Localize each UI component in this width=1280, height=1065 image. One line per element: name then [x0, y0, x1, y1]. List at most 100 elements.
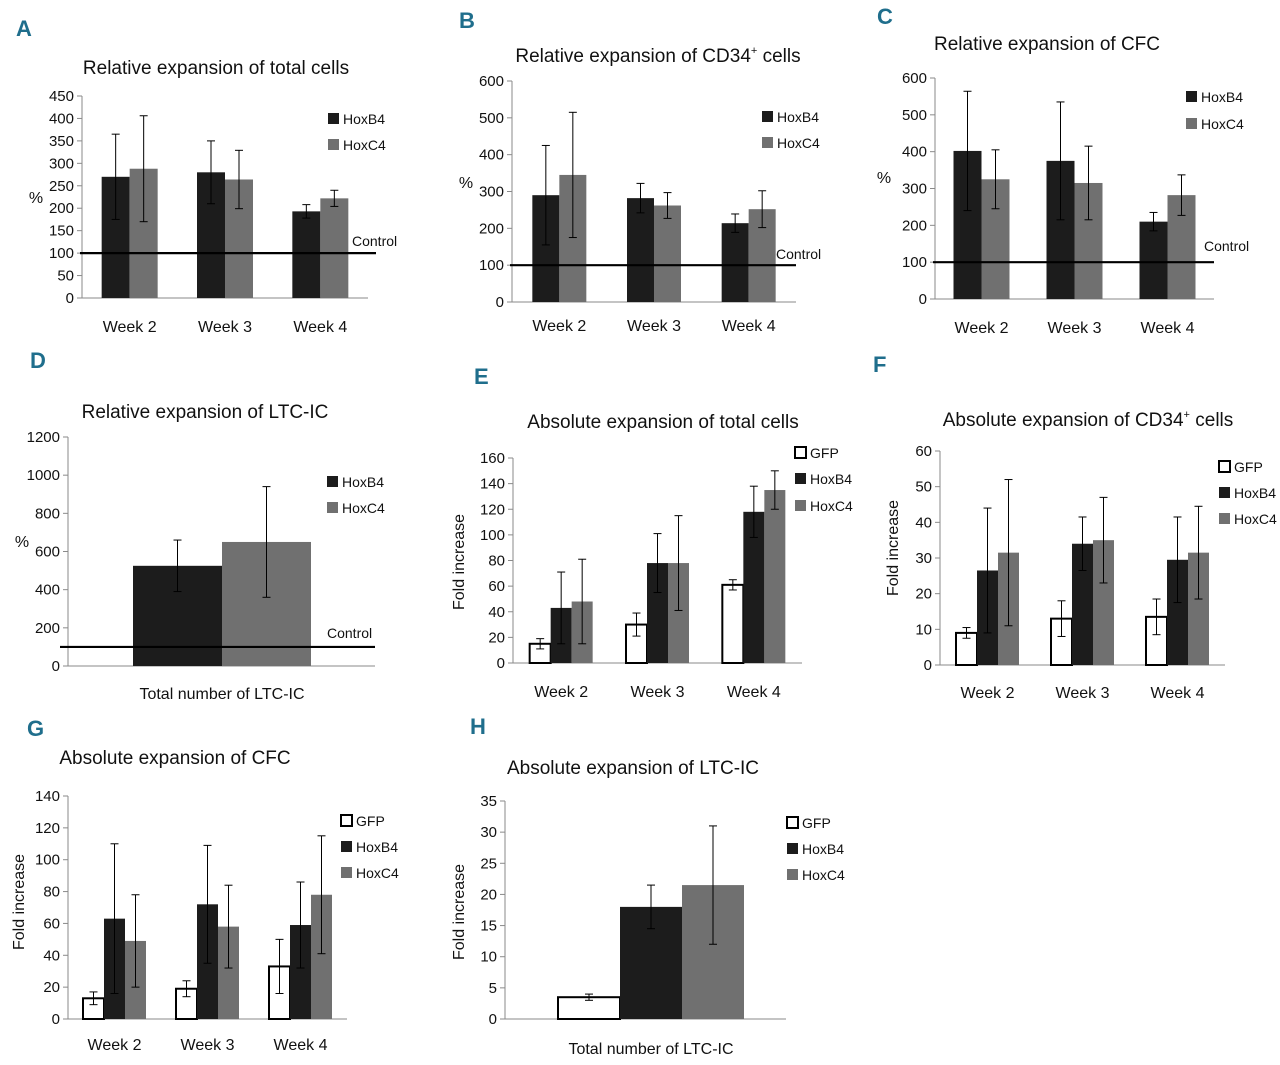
- y-tick-label: 0: [924, 657, 932, 674]
- y-axis-label: %: [29, 190, 43, 207]
- panel-g: G Absolute expansion of CFC 0 20 40 60 80 100 12…: [11, 716, 399, 1054]
- y-tick-label: 20: [480, 886, 497, 903]
- x-axis-label: Total number of LTC-IC: [568, 1041, 733, 1058]
- legend-label: HoxB4: [777, 109, 819, 125]
- control-label: Control: [352, 233, 397, 249]
- legend-swatch-hoxc4: [795, 500, 806, 511]
- legend-label: HoxC4: [356, 865, 399, 881]
- y-tick-label: 30: [480, 824, 497, 841]
- legend-swatch-hoxb4: [795, 473, 806, 484]
- bar-hoxb4: [290, 925, 311, 1019]
- x-tick-label: Week 2: [88, 1037, 142, 1054]
- legend-swatch-hoxc4: [1186, 118, 1197, 129]
- legend-swatch-hoxb4: [1219, 487, 1230, 498]
- y-tick-label: 600: [35, 544, 60, 561]
- y-tick-label: 300: [902, 181, 927, 198]
- y-tick-label: 35: [480, 793, 497, 810]
- x-tick-label: Week 2: [955, 320, 1009, 337]
- legend-label: GFP: [356, 813, 385, 829]
- legend-label: HoxB4: [802, 841, 844, 857]
- chart-title-suffix: cells: [757, 46, 800, 67]
- legend-swatch-hoxc4: [787, 869, 798, 880]
- y-tick-label: 400: [49, 110, 74, 127]
- y-tick-label: 800: [35, 505, 60, 522]
- bar-hoxc4: [311, 894, 332, 1019]
- legend-label: HoxB4: [810, 471, 852, 487]
- chart-title-main: Relative expansion of total cells: [83, 58, 349, 79]
- y-tick-label: 100: [480, 527, 505, 544]
- y-tick-label: 60: [915, 443, 932, 460]
- y-tick-label: 100: [35, 852, 60, 869]
- legend-swatch-gfp: [1218, 460, 1231, 473]
- y-tick-label: 100: [49, 245, 74, 262]
- legend-swatch-gfp: [794, 446, 807, 459]
- y-tick-label: 0: [919, 291, 927, 308]
- y-tick-label: 20: [43, 979, 60, 996]
- chart-title: Absolute expansion of CD34+ cells: [943, 409, 1234, 431]
- legend-swatch-hoxc4: [1219, 513, 1230, 524]
- y-tick-label: 0: [52, 1011, 60, 1028]
- x-tick-label: Week 4: [274, 1037, 328, 1054]
- y-tick-label: 40: [488, 604, 505, 621]
- y-tick-label: 60: [488, 578, 505, 595]
- x-tick-label: Week 2: [961, 685, 1015, 702]
- panel-letter: C: [877, 4, 893, 29]
- legend-label: HoxC4: [343, 137, 386, 153]
- chart-title-main: Relative expansion of CFC: [934, 34, 1160, 55]
- y-tick-label: 600: [902, 70, 927, 87]
- panel-d: D Relative expansion of LTC-IC 0 200 400 600 8…: [15, 348, 385, 703]
- y-tick-label: 0: [496, 294, 504, 311]
- legend-label: GFP: [802, 815, 831, 831]
- y-tick-label: 1200: [27, 429, 60, 446]
- y-tick-label: 140: [480, 476, 505, 493]
- panel-b: B Relative expansion of CD34+ cells 0 100 20…: [459, 8, 821, 335]
- x-tick-label: Week 4: [722, 318, 776, 335]
- y-tick-label: 10: [915, 621, 932, 638]
- x-tick-label: Week 3: [1048, 320, 1102, 337]
- x-tick-label: Week 4: [293, 319, 347, 336]
- x-tick-label: Week 3: [1056, 685, 1110, 702]
- y-axis-label: %: [15, 534, 29, 551]
- legend-swatch-hoxb4: [762, 111, 773, 122]
- y-axis-label: %: [459, 175, 473, 192]
- bar-hoxc4: [654, 205, 681, 302]
- panel-letter: H: [470, 714, 486, 739]
- y-tick-label: 20: [915, 586, 932, 603]
- y-tick-label: 200: [479, 220, 504, 237]
- panel-h: H Absolute expansion of LTC-IC 0 5 10 15 20 25 3…: [451, 714, 845, 1058]
- y-tick-label: 200: [902, 217, 927, 234]
- chart-title-main: Absolute expansion of LTC-IC: [507, 758, 759, 779]
- y-tick-label: 200: [49, 200, 74, 217]
- y-tick-label: 10: [480, 949, 497, 966]
- bar-hoxc4: [1188, 552, 1209, 665]
- bar-hoxb4: [627, 198, 654, 302]
- legend-label: HoxC4: [777, 135, 820, 151]
- bar-hoxc4: [320, 198, 349, 298]
- chart-title-main: Relative expansion of LTC-IC: [82, 402, 329, 423]
- y-tick-label: 30: [915, 550, 932, 567]
- legend-swatch-hoxc4: [762, 137, 773, 148]
- y-tick-label: 400: [902, 144, 927, 161]
- y-axis-label: %: [877, 170, 891, 187]
- panel-a: A Relative expansion of total cells 0 50 100…: [16, 16, 397, 336]
- legend-label: HoxC4: [1201, 116, 1244, 132]
- chart-title: Relative expansion of total cells: [83, 58, 349, 79]
- legend-swatch-hoxb4: [327, 476, 338, 487]
- chart-title-suffix: cells: [1190, 410, 1233, 431]
- legend-label: HoxC4: [802, 867, 845, 883]
- legend-swatch-hoxc4: [341, 867, 352, 878]
- legend-swatch-hoxc4: [328, 139, 339, 150]
- control-label: Control: [776, 246, 821, 262]
- chart-title: Relative expansion of CFC: [934, 34, 1160, 55]
- y-tick-label: 120: [35, 820, 60, 837]
- y-tick-label: 600: [479, 73, 504, 90]
- legend-swatch-hoxc4: [327, 502, 338, 513]
- bar-gfp: [721, 583, 745, 664]
- y-tick-label: 150: [49, 223, 74, 240]
- legend-swatch-gfp: [786, 816, 799, 829]
- y-tick-label: 40: [43, 947, 60, 964]
- chart-title-superscript: +: [1184, 409, 1190, 421]
- x-tick-label: Week 3: [181, 1037, 235, 1054]
- y-tick-label: 200: [35, 620, 60, 637]
- bar-hoxc4: [1093, 540, 1114, 665]
